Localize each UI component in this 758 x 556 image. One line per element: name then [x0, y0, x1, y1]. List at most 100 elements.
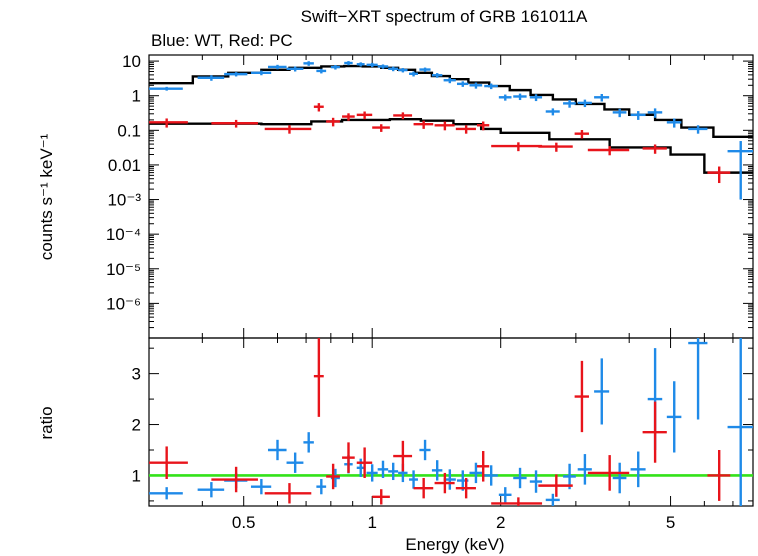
spectrum-point-pc	[574, 130, 589, 139]
spectrum-point-pc	[587, 146, 630, 156]
spectrum-point-wt	[366, 62, 378, 68]
ratio-point-wt	[498, 487, 512, 503]
spectrum-point-wt	[409, 71, 418, 77]
ratio-y-tick-label: 2	[132, 416, 141, 435]
spectrum-y-tick-label: 10⁻⁶	[106, 294, 141, 313]
ratio-point-pc	[326, 463, 340, 490]
spectrum-points	[149, 61, 753, 200]
ratio-point-pc	[372, 489, 390, 505]
spectrum-point-wt	[513, 93, 527, 101]
ratio-point-pc	[476, 451, 490, 482]
ratio-point-wt	[303, 432, 314, 453]
spectrum-y-tick-label: 1	[132, 87, 141, 106]
spectrum-y-tick-label: 0.01	[108, 156, 141, 175]
spectrum-point-pc	[372, 124, 390, 132]
spectrum-point-pc	[313, 103, 324, 112]
ratio-point-wt	[250, 479, 272, 495]
spectrum-frame	[148, 54, 754, 339]
ratio-point-wt	[594, 358, 610, 425]
spectrum-point-wt	[398, 68, 408, 73]
chart-subtitle: Blue: WT, Red: PC	[151, 31, 293, 50]
spectrum-point-pc	[455, 125, 476, 134]
ratio-points	[149, 338, 753, 506]
spectrum-point-pc	[149, 118, 188, 128]
ratio-point-pc	[455, 478, 476, 499]
spectrum-point-wt	[630, 111, 646, 120]
x-tick-label: 5	[666, 513, 675, 532]
spectrum-point-wt	[419, 67, 431, 72]
ratio-point-wt	[545, 493, 560, 506]
ratio-y-axis-label: ratio	[37, 406, 56, 439]
ratio-point-wt	[513, 467, 527, 489]
spectrum-point-pc	[538, 142, 573, 152]
ratio-point-pc	[211, 466, 258, 493]
spectrum-point-pc	[413, 120, 434, 129]
ratio-point-wt	[149, 487, 183, 500]
x-tick-label: 1	[367, 513, 376, 532]
spectrum-point-wt	[469, 82, 483, 89]
spectrum-point-wt	[666, 118, 682, 128]
spectrum-point-wt	[377, 64, 389, 69]
spectrum-point-wt	[344, 61, 353, 66]
ratio-point-wt	[366, 464, 378, 482]
ratio-point-pc	[149, 446, 188, 480]
spectrum-point-wt	[498, 94, 512, 101]
spectrum-point-wt	[594, 94, 610, 102]
x-tick-label: 0.5	[232, 513, 256, 532]
spectrum-point-wt	[267, 64, 287, 70]
x-axis-label: Energy (keV)	[405, 535, 504, 554]
ratio-point-wt	[484, 465, 498, 486]
ratio-point-wt	[388, 462, 399, 481]
ratio-point-pc	[413, 478, 434, 499]
ratio-y-tick-label: 3	[132, 365, 141, 384]
ratio-point-wt	[267, 439, 287, 461]
ratio-point-wt	[197, 482, 225, 498]
spectrum-point-wt	[250, 70, 272, 76]
spectrum-point-wt	[647, 108, 663, 118]
spectrum-y-tick-label: 10⁻⁵	[106, 260, 141, 279]
ratio-point-wt	[316, 479, 327, 495]
spectrum-point-wt	[224, 72, 248, 77]
ratio-point-pc	[434, 472, 455, 494]
spectrum-point-wt	[197, 75, 225, 81]
ratio-y-tick-label: 1	[132, 466, 141, 485]
ratio-point-pc	[313, 338, 324, 417]
spectrum-y-tick-label: 10⁻³	[107, 191, 141, 210]
spectrum-point-pc	[642, 144, 667, 154]
spectrum-y-tick-label: 0.1	[117, 121, 141, 140]
ratio-point-wt	[630, 451, 646, 488]
ratio-point-wt	[688, 338, 708, 420]
spectrum-point-wt	[529, 94, 543, 102]
ratio-panel: 0.5 1 2 5 1 2 3	[132, 337, 754, 532]
spectrum-point-wt	[612, 108, 627, 118]
ratio-point-wt	[286, 452, 304, 473]
x-tick-label: 2	[496, 513, 505, 532]
ratio-point-pc	[264, 483, 312, 504]
ratio-point-wt	[409, 470, 418, 489]
ratio-point-wt	[529, 470, 543, 493]
spectrum-point-pc	[342, 113, 355, 121]
ratio-point-pc	[538, 474, 573, 497]
ratio-point-wt	[612, 462, 627, 494]
spectrum-point-wt	[727, 141, 753, 200]
spectrum-point-wt	[388, 66, 399, 72]
ratio-point-wt	[377, 460, 389, 478]
ratio-point-pc	[642, 401, 667, 463]
spectrum-point-wt	[577, 99, 592, 108]
spectrum-y-axis-label: counts s⁻¹ keV⁻¹	[37, 133, 56, 260]
spectrum-point-pc	[491, 142, 543, 152]
spectrum-point-pc	[434, 121, 455, 131]
spectrum-point-wt	[303, 61, 314, 66]
ratio-point-wt	[469, 462, 483, 484]
spectrum-point-pc	[264, 125, 312, 134]
spectrum-point-wt	[316, 68, 327, 74]
spectrum-point-wt	[456, 81, 469, 87]
spectrum-point-pc	[476, 121, 490, 131]
ratio-point-pc	[707, 450, 731, 501]
spectrum-panel: 10 1 0.1 0.01 10⁻³ 10⁻⁴ 10⁻⁵ 10⁻⁶	[106, 52, 754, 339]
ratio-point-pc	[587, 455, 630, 491]
model-curve-pc	[149, 117, 753, 174]
ratio-point-wt	[666, 381, 682, 453]
spectrum-point-wt	[330, 65, 340, 70]
